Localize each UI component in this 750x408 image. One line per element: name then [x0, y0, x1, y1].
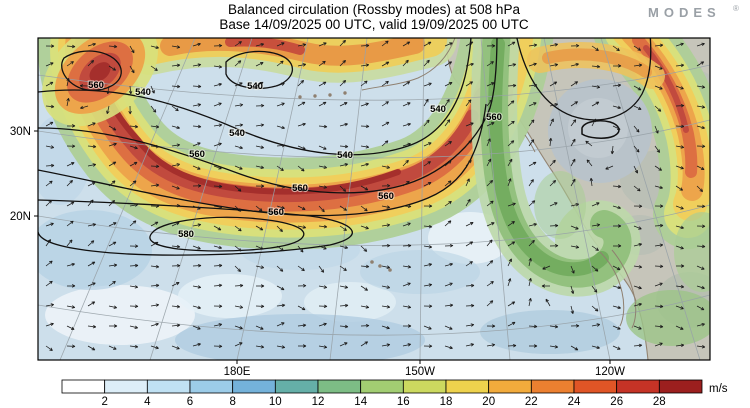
graticule — [38, 38, 710, 360]
contour-label: 560 — [292, 183, 308, 194]
figure-title: Balanced circulation (Rossby modes) at 5… — [228, 2, 520, 17]
colorbar-tick-label: 28 — [653, 396, 666, 408]
colorbar-segment — [360, 379, 404, 394]
lon-label: 180E — [224, 366, 251, 378]
contour-label: 540 — [229, 128, 245, 139]
colorbar-segment — [488, 379, 532, 394]
contour-label: 540 — [430, 104, 446, 115]
colorbar-segment — [530, 379, 575, 394]
colorbar-tick-label: 24 — [568, 396, 581, 408]
lat-label: 30N — [10, 126, 31, 138]
colorbar-segment — [573, 379, 618, 394]
axis-labels: 30N 20N 180E 150W 120W — [10, 126, 625, 378]
contour-label: 560 — [189, 149, 205, 160]
colorbar-segment — [402, 379, 447, 394]
vortex-area — [548, 79, 652, 183]
map-body: 560 540 540 540 560 540 560 560 580 560 540 560 — [38, 38, 710, 360]
colorbar-tick-label: 6 — [187, 396, 193, 408]
modes-logo: MODES — [648, 5, 721, 20]
colorbar-tick-label: 10 — [269, 396, 282, 408]
colorbar-segment — [317, 379, 362, 394]
colorbar-tick-label: 26 — [610, 396, 623, 408]
wind-vectors — [45, 39, 706, 351]
lon-label: 120W — [595, 366, 625, 378]
height-contours — [38, 38, 652, 256]
contour-label: 540 — [337, 150, 353, 161]
colorbar-segment — [146, 379, 191, 394]
colorbar: 2 4 6 8 10 12 14 16 18 20 22 24 26 28 — [61, 379, 703, 408]
contour-labels: 560 540 540 540 560 540 560 560 580 560 540 560 — [87, 79, 503, 241]
map-frame — [37, 37, 711, 361]
colorbar-segment — [104, 379, 148, 394]
colorbar-tick-label: 16 — [397, 396, 410, 408]
colorbar-segment — [189, 379, 234, 394]
contour-label: 580 — [178, 229, 194, 240]
lat-label: 20N — [10, 211, 31, 223]
colorbar-tick-label: 18 — [440, 396, 453, 408]
colorbar-segment — [658, 379, 703, 394]
contour-label: 560 — [268, 207, 284, 218]
contour-label: 560 — [88, 80, 104, 91]
coastlines — [298, 38, 637, 329]
unit-label: m/s — [709, 383, 728, 395]
colorbar-segment — [61, 379, 106, 394]
colorbar-tick-label: 14 — [354, 396, 367, 408]
figure-subtitle: Base 14/09/2025 00 UTC, valid 19/09/2025… — [219, 17, 528, 32]
colorbar-segment — [445, 379, 490, 394]
colorbar-segment — [232, 379, 276, 394]
contour-label: 540 — [135, 87, 151, 98]
colorbar-tick-label: 12 — [312, 396, 325, 408]
colorbar-tick-label: 2 — [101, 396, 107, 408]
green-patches — [534, 171, 710, 346]
wind-vector-glyphs — [45, 39, 706, 351]
colorbar-segment — [616, 379, 660, 394]
contour-label: 560 — [486, 112, 502, 123]
colorbar-tick-label: 8 — [229, 396, 235, 408]
contour-label: 560 — [378, 191, 394, 202]
colorbar-tick-label: 4 — [144, 396, 151, 408]
colorbar-segment — [274, 379, 319, 394]
colorbar-tick-label: 20 — [482, 396, 495, 408]
lon-label: 150W — [405, 366, 435, 378]
colorbar-tick-label: 22 — [525, 396, 538, 408]
modes-logo-registered: ® — [733, 4, 739, 13]
contour-label: 540 — [247, 81, 263, 92]
